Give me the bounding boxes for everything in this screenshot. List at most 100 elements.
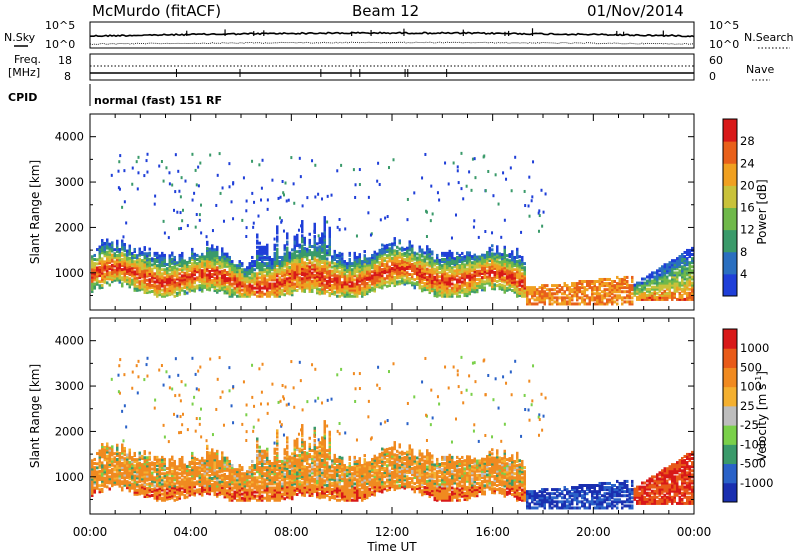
power-cell [453, 271, 456, 275]
power-cell [488, 279, 491, 283]
power-sparse [179, 211, 182, 215]
power-cell [418, 276, 421, 280]
power-cell [98, 272, 101, 276]
power-cell [151, 271, 154, 275]
power-cell [201, 289, 204, 293]
velocity-cell [136, 460, 139, 464]
power-cell [618, 286, 621, 290]
power-cell [321, 244, 324, 248]
power-cell [148, 265, 151, 269]
velocity-cell [173, 498, 176, 502]
velocity-cell [106, 485, 109, 489]
power-cell [663, 273, 666, 277]
colorbar-tick-label: 24 [740, 156, 755, 170]
power-cell [278, 276, 281, 280]
power-cell [121, 243, 124, 247]
power-cell [583, 292, 586, 296]
velocity-cell [108, 448, 111, 452]
power-cell [501, 271, 504, 275]
power-cell [671, 283, 674, 287]
power-cell [326, 267, 329, 271]
power-cell [273, 245, 276, 249]
power-cell [276, 260, 279, 264]
power-cell [478, 261, 481, 265]
power-cell [101, 243, 104, 247]
power-cell [541, 290, 544, 294]
velocity-cell [156, 492, 159, 496]
velocity-cell [101, 451, 104, 455]
power-cell [211, 279, 214, 283]
power-cell [683, 267, 686, 271]
power-cell [156, 266, 159, 270]
power-cell [361, 274, 364, 278]
power-cell [618, 280, 621, 284]
power-cell [681, 273, 684, 277]
power-cell [381, 268, 384, 272]
power-cell [513, 284, 516, 288]
power-cell [183, 279, 186, 283]
power-cell [453, 259, 456, 263]
y-tick-label: 2000 [55, 220, 84, 234]
power-cell [323, 256, 326, 260]
power-cell [108, 256, 111, 260]
power-cell [686, 287, 689, 291]
power-cell [291, 262, 294, 266]
power-cell [663, 267, 666, 271]
power-cell [168, 254, 171, 258]
power-cell [323, 220, 326, 224]
power-cell [691, 287, 694, 291]
power-cell [591, 288, 594, 292]
velocity-cell [168, 476, 171, 480]
power-cell [206, 279, 209, 283]
power-cell [463, 259, 466, 263]
power-cell [193, 287, 196, 291]
power-cell [171, 257, 174, 261]
power-cell [463, 257, 466, 261]
power-cell [678, 257, 681, 261]
power-cell [506, 276, 509, 280]
power-cell [431, 250, 434, 254]
power-cell [526, 294, 529, 298]
power-cell [376, 283, 379, 287]
power-cell [508, 281, 511, 285]
power-cell [126, 278, 129, 282]
power-cell [598, 298, 601, 302]
power-cell [636, 289, 639, 293]
power-cell [283, 272, 286, 276]
power-cell [238, 282, 241, 286]
power-cell [493, 264, 496, 268]
power-cell [351, 280, 354, 284]
power-cell [191, 247, 194, 251]
power-cell [301, 283, 304, 287]
power-cell [566, 302, 569, 306]
power-sparse [336, 169, 339, 173]
power-cell [443, 253, 446, 257]
velocity-cell [131, 470, 134, 474]
power-cell [506, 282, 509, 286]
power-cell [676, 263, 679, 267]
power-cell [116, 268, 119, 272]
power-cell [276, 288, 279, 292]
power-sparse [131, 182, 134, 186]
power-cell [596, 292, 599, 296]
power-cell [438, 281, 441, 285]
power-cell [151, 275, 154, 279]
velocity-cell [108, 471, 111, 475]
power-sparse [200, 231, 203, 235]
velocity-cell [138, 455, 141, 459]
power-cell [441, 251, 444, 255]
velocity-cell [146, 464, 149, 468]
velocity-cell [113, 452, 116, 456]
power-cell [646, 279, 649, 283]
power-cell [203, 265, 206, 269]
power-cell [393, 267, 396, 271]
power-cell [686, 248, 689, 252]
power-cell [191, 272, 194, 276]
power-cell [158, 262, 161, 266]
power-cell [661, 271, 664, 275]
power-cell [223, 268, 226, 272]
power-cell [551, 288, 554, 292]
power-cell [488, 269, 491, 273]
velocity-cell [178, 492, 181, 496]
power-cell [131, 262, 134, 266]
